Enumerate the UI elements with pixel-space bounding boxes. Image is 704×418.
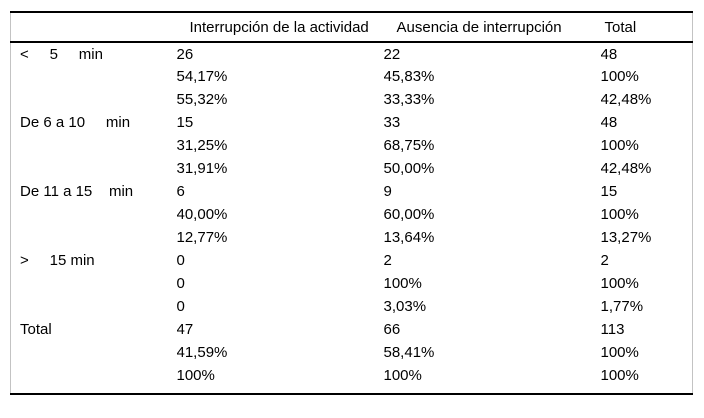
table-body: < 5 min 26 22 48 54,17% 45,83% 100% 55,32% 33,33…: [11, 42, 693, 394]
spacer-cell: [11, 387, 177, 394]
table-cell: 66: [383, 321, 401, 338]
table-cell: 48: [600, 114, 618, 131]
table-cell: 2: [600, 252, 609, 269]
spacer-cell: [601, 387, 693, 394]
table-row: 40,00% 60,00% 100%: [11, 203, 693, 226]
table-cell: 60,00%: [383, 206, 435, 223]
table-bottom-spacer: [11, 387, 693, 394]
table-header-row: Interrupción de la actividad Ausencia de…: [10, 12, 693, 43]
table-cell: 9: [383, 183, 392, 200]
row-label: [11, 157, 177, 180]
table-cell: 33: [383, 114, 401, 131]
row-label: [11, 203, 177, 226]
table-cell: 12,77%: [176, 229, 228, 246]
table-cell: 100%: [383, 367, 422, 384]
table-cell: 100%: [383, 275, 422, 292]
table-cell: 54,17%: [176, 68, 228, 85]
column-header-interruption: Interrupción de la actividad: [176, 12, 384, 43]
table-row: Total 47 66 113: [11, 318, 693, 341]
contingency-table: Interrupción de la actividad Ausencia de…: [10, 11, 693, 395]
row-label: [11, 226, 177, 249]
table-cell: 41,59%: [176, 344, 228, 361]
table-cell: 31,25%: [176, 137, 228, 154]
table-cell: 100%: [176, 367, 215, 384]
table-cell: 22: [383, 45, 401, 63]
table-cell: 0: [176, 298, 185, 315]
table-row: 100% 100% 100%: [11, 364, 693, 387]
table-cell: 100%: [600, 367, 639, 384]
table-row: < 5 min 26 22 48: [11, 42, 693, 65]
row-label: De 11 a 15 min: [20, 183, 134, 200]
row-label: < 5 min: [20, 45, 103, 63]
table-cell: 6: [176, 183, 185, 200]
table-row: 55,32% 33,33% 42,48%: [11, 88, 693, 111]
table-cell: 31,91%: [176, 160, 228, 177]
table-cell: 113: [600, 321, 625, 338]
table-row: 0 100% 100%: [11, 272, 693, 295]
table-row: 12,77% 13,64% 13,27%: [11, 226, 693, 249]
table-cell: 13,64%: [383, 229, 435, 246]
table-cell: 100%: [600, 275, 639, 292]
table-cell: 26: [176, 45, 194, 63]
table-cell: 45,83%: [383, 68, 435, 85]
table-cell: 33,33%: [383, 91, 435, 108]
table-row: 54,17% 45,83% 100%: [11, 65, 693, 88]
row-label: [11, 364, 177, 387]
table-row: De 11 a 15 min 6 9 15: [11, 180, 693, 203]
table-cell: 100%: [600, 206, 639, 223]
table-cell: 0: [176, 275, 185, 292]
row-label: [11, 295, 177, 318]
table-cell: 0: [176, 252, 185, 269]
table-cell: 42,48%: [600, 91, 652, 108]
table-row: 31,91% 50,00% 42,48%: [11, 157, 693, 180]
table-cell: 100%: [600, 344, 639, 361]
row-label: [11, 65, 177, 88]
column-header-total: Total: [600, 12, 693, 43]
table-cell: 40,00%: [176, 206, 228, 223]
table-cell: 50,00%: [383, 160, 435, 177]
row-label: [11, 341, 177, 364]
table-cell: 100%: [600, 68, 639, 85]
table-cell: 68,75%: [383, 137, 435, 154]
table-row: > 15 min 0 2 2: [11, 249, 693, 272]
table-cell: 13,27%: [600, 229, 652, 246]
table-row: 31,25% 68,75% 100%: [11, 134, 693, 157]
table-row: 41,59% 58,41% 100%: [11, 341, 693, 364]
table-cell: 3,03%: [383, 298, 427, 315]
table-cell: 48: [600, 45, 618, 63]
table-cell: 100%: [600, 137, 639, 154]
table-cell: 47: [176, 321, 194, 338]
column-header-empty: [10, 12, 177, 43]
table-row: De 6 a 10 min 15 33 48: [11, 111, 693, 134]
spacer-cell: [177, 387, 384, 394]
table-cell: 15: [600, 183, 618, 200]
spacer-cell: [384, 387, 601, 394]
row-label: De 6 a 10 min: [20, 114, 131, 131]
row-label: [11, 272, 177, 295]
table-row: 0 3,03% 1,77%: [11, 295, 693, 318]
row-label: [11, 88, 177, 111]
row-label: [11, 134, 177, 157]
table-cell: 58,41%: [383, 344, 435, 361]
table-cell: 1,77%: [600, 298, 644, 315]
table-cell: 2: [383, 252, 392, 269]
row-label: Total: [20, 321, 52, 338]
page: Interrupción de la actividad Ausencia de…: [0, 11, 704, 395]
column-header-no-interruption: Ausencia de interrupción: [383, 12, 601, 43]
table-cell: 42,48%: [600, 160, 652, 177]
table-cell: 15: [176, 114, 194, 131]
table-header: Interrupción de la actividad Ausencia de…: [10, 12, 693, 43]
row-label: > 15 min: [20, 252, 95, 269]
table-cell: 55,32%: [176, 91, 228, 108]
